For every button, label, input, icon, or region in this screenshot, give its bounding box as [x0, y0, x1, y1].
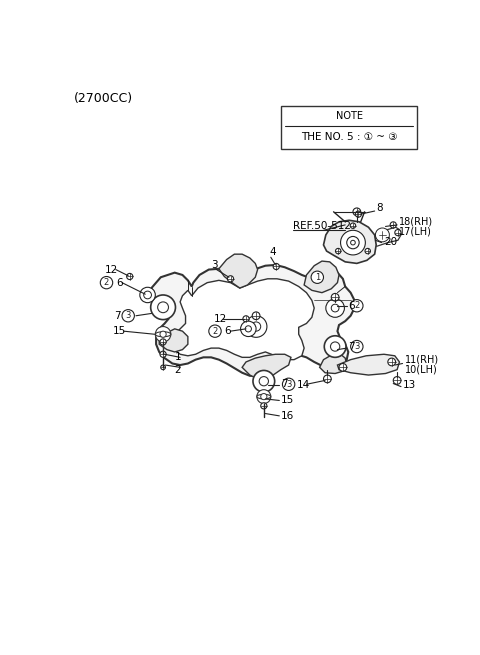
Bar — [281, 106, 417, 149]
Polygon shape — [337, 354, 399, 375]
Text: 16: 16 — [281, 411, 294, 421]
Polygon shape — [304, 261, 339, 293]
Circle shape — [326, 299, 345, 317]
Circle shape — [331, 304, 339, 312]
Text: 8: 8 — [376, 203, 383, 213]
Text: 15: 15 — [281, 396, 294, 405]
Circle shape — [347, 236, 359, 249]
Circle shape — [209, 325, 221, 337]
Circle shape — [350, 299, 363, 312]
Circle shape — [228, 276, 234, 282]
Text: 7: 7 — [348, 341, 355, 352]
Text: 7: 7 — [114, 310, 120, 321]
Text: 2: 2 — [354, 301, 360, 310]
Text: 15: 15 — [113, 326, 126, 336]
Text: 4: 4 — [269, 247, 276, 257]
Ellipse shape — [257, 394, 271, 399]
Circle shape — [140, 288, 156, 303]
Text: 2: 2 — [212, 327, 217, 335]
Circle shape — [160, 339, 166, 345]
Text: 6: 6 — [348, 301, 355, 310]
Circle shape — [282, 378, 295, 390]
Circle shape — [243, 316, 249, 322]
Text: 6: 6 — [116, 278, 122, 288]
Polygon shape — [152, 265, 355, 376]
Circle shape — [261, 403, 267, 409]
Text: 12: 12 — [105, 265, 118, 274]
Circle shape — [379, 231, 386, 239]
Circle shape — [257, 390, 271, 403]
Circle shape — [245, 316, 267, 337]
Circle shape — [311, 271, 324, 284]
Text: 6: 6 — [224, 326, 231, 336]
Circle shape — [324, 375, 331, 383]
Circle shape — [355, 211, 361, 217]
Circle shape — [261, 394, 267, 400]
Text: (2700CC): (2700CC) — [74, 92, 133, 105]
Circle shape — [395, 229, 401, 236]
Polygon shape — [159, 329, 188, 352]
Polygon shape — [242, 354, 291, 379]
Circle shape — [390, 222, 396, 228]
Ellipse shape — [156, 331, 171, 337]
Circle shape — [324, 336, 346, 358]
Circle shape — [160, 351, 166, 358]
Text: 1: 1 — [315, 272, 320, 282]
Text: 14: 14 — [296, 380, 310, 390]
Text: 3: 3 — [211, 260, 218, 270]
Circle shape — [157, 302, 168, 312]
Polygon shape — [172, 279, 314, 360]
Circle shape — [151, 295, 176, 320]
Circle shape — [365, 248, 371, 253]
Circle shape — [259, 377, 268, 386]
Circle shape — [100, 276, 113, 289]
Circle shape — [252, 322, 261, 331]
Text: 1: 1 — [175, 352, 181, 362]
Circle shape — [122, 310, 134, 322]
Circle shape — [353, 208, 360, 215]
Polygon shape — [320, 354, 347, 373]
Circle shape — [253, 371, 275, 392]
Text: 12: 12 — [214, 314, 227, 324]
Circle shape — [336, 248, 341, 253]
Circle shape — [240, 321, 256, 337]
Circle shape — [339, 364, 347, 371]
Text: 18(RH): 18(RH) — [399, 216, 433, 226]
Circle shape — [350, 223, 356, 229]
Text: NOTE: NOTE — [336, 111, 363, 121]
Text: 7: 7 — [281, 379, 288, 389]
Circle shape — [331, 293, 339, 301]
Circle shape — [393, 377, 401, 384]
Circle shape — [160, 331, 166, 337]
Polygon shape — [324, 220, 376, 263]
Text: 3: 3 — [286, 380, 291, 389]
Polygon shape — [219, 254, 258, 288]
Circle shape — [375, 228, 389, 242]
Circle shape — [273, 263, 279, 270]
Text: 13: 13 — [403, 380, 416, 390]
Circle shape — [330, 342, 340, 351]
Circle shape — [350, 240, 355, 245]
Circle shape — [388, 358, 396, 365]
Text: 11(RH): 11(RH) — [405, 354, 439, 365]
Text: 3: 3 — [354, 342, 360, 351]
Circle shape — [161, 365, 166, 369]
Text: REF.50-512: REF.50-512 — [292, 221, 350, 231]
Circle shape — [156, 327, 171, 342]
Circle shape — [350, 341, 363, 353]
Text: 17(LH): 17(LH) — [399, 226, 432, 236]
Text: 3: 3 — [125, 311, 131, 320]
Circle shape — [245, 326, 252, 332]
Text: 20: 20 — [384, 237, 397, 247]
Text: 2: 2 — [175, 365, 181, 375]
Circle shape — [340, 231, 365, 255]
Circle shape — [127, 273, 133, 280]
Circle shape — [252, 312, 260, 320]
Circle shape — [144, 291, 152, 299]
Text: 10(LH): 10(LH) — [405, 365, 438, 375]
Text: 2: 2 — [104, 278, 109, 287]
Text: THE NO. 5 : ① ~ ③: THE NO. 5 : ① ~ ③ — [301, 132, 397, 142]
